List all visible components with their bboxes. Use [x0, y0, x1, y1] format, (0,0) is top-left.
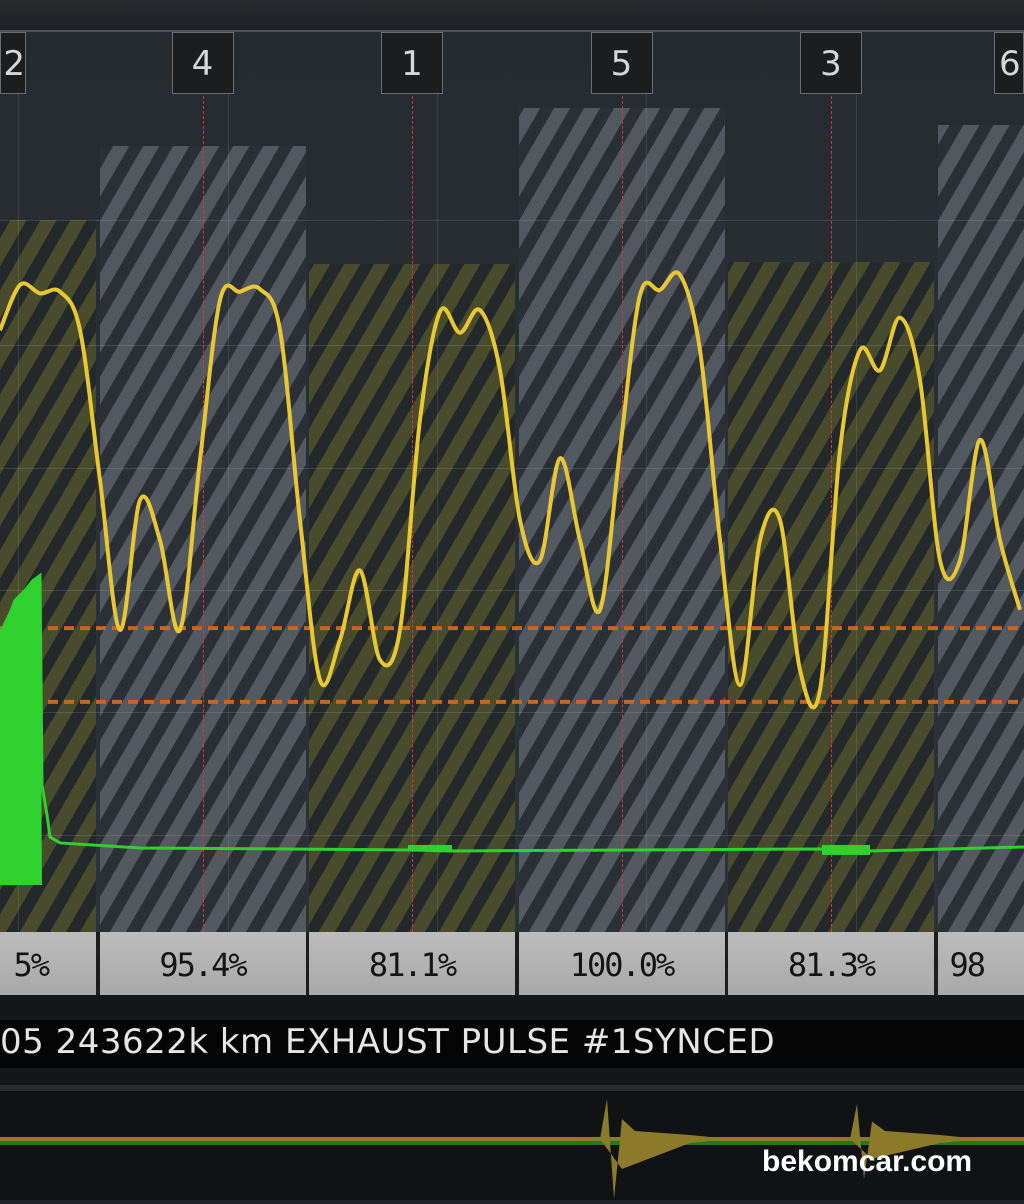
status-bar: 05 243622k km EXHAUST PULSE #1SYNCED [0, 995, 1024, 1085]
strip-border [0, 1085, 1024, 1091]
secondary-trace-bump [822, 845, 870, 855]
cylinder-percent: 81.3% [728, 932, 934, 995]
secondary-trace-bump [408, 845, 452, 850]
top-toolbar [0, 0, 1024, 32]
overview-pulse [600, 1099, 730, 1199]
secondary-trace [0, 575, 1024, 884]
status-text: 05 243622k km EXHAUST PULSE #1SYNCED [0, 1022, 775, 1062]
overview-waveform[interactable] [0, 1085, 1024, 1200]
overview-strip[interactable] [0, 1085, 1024, 1200]
cylinder-percent: 5% [0, 932, 96, 995]
primary-trace [0, 272, 1020, 707]
waveform-layer [0, 32, 1024, 932]
cylinder-percent: 95.4% [100, 932, 306, 995]
cylinder-percent: 100.0% [519, 932, 725, 995]
percent-row: 5%95.4%81.1%100.0%81.3%98 [0, 932, 1024, 995]
cylinder-percent: 98 [938, 932, 1024, 995]
watermark: bekomcar.com [762, 1145, 972, 1179]
cylinder-percent: 81.1% [309, 932, 515, 995]
